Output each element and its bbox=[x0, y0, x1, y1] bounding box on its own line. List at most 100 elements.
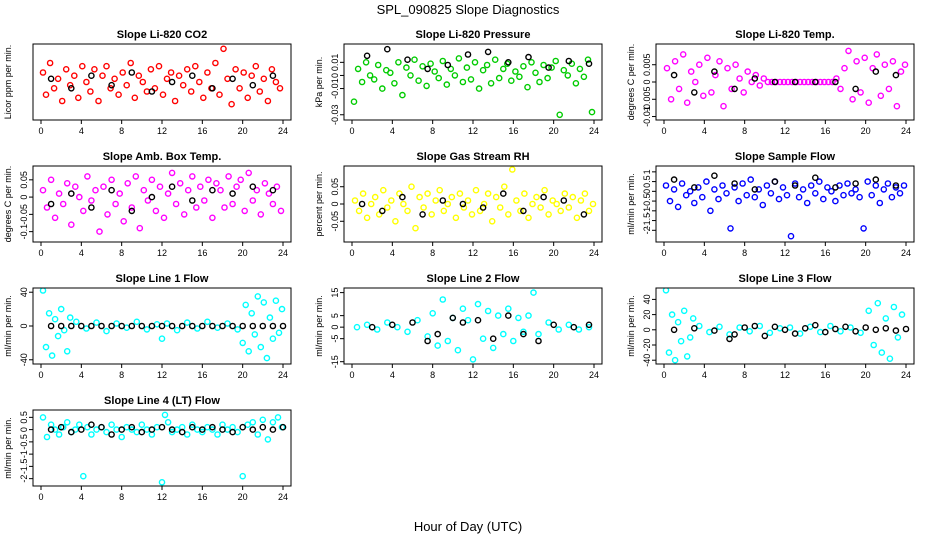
data-point bbox=[804, 78, 812, 86]
data-point bbox=[864, 178, 872, 185]
data-point bbox=[103, 428, 110, 436]
overlay-point bbox=[726, 335, 733, 343]
overlay-point bbox=[791, 182, 799, 189]
data-point bbox=[205, 176, 212, 184]
data-point bbox=[459, 305, 467, 313]
data-point bbox=[216, 91, 223, 98]
y-tick-label: -0.5 bbox=[642, 193, 652, 209]
data-point bbox=[699, 193, 706, 201]
x-tick-label: 4 bbox=[702, 248, 707, 258]
x-tick-label: 16 bbox=[820, 248, 830, 258]
panel-points bbox=[662, 288, 910, 364]
data-point bbox=[484, 307, 492, 315]
data-point bbox=[187, 88, 195, 95]
data-point bbox=[371, 193, 379, 201]
data-point bbox=[93, 319, 100, 326]
overlay-point bbox=[670, 176, 678, 183]
data-point bbox=[711, 186, 718, 193]
y-tick-label: -2 bbox=[642, 226, 652, 234]
x-tick-label: 4 bbox=[79, 126, 84, 136]
data-point bbox=[521, 190, 528, 197]
data-point bbox=[880, 186, 888, 193]
data-point bbox=[475, 85, 483, 92]
overlay-point bbox=[269, 322, 277, 330]
data-point bbox=[467, 76, 475, 83]
overlay-point bbox=[128, 69, 136, 76]
data-point bbox=[221, 204, 228, 211]
data-point bbox=[66, 81, 74, 89]
y-axis-label: ml/min per min. bbox=[314, 295, 324, 357]
data-point bbox=[704, 54, 711, 62]
data-point bbox=[183, 66, 191, 73]
data-point bbox=[112, 200, 119, 208]
y-tick-label: 0.5 bbox=[642, 175, 652, 188]
data-point bbox=[439, 296, 447, 303]
data-point bbox=[888, 193, 896, 201]
data-point bbox=[163, 320, 171, 327]
data-point bbox=[468, 211, 476, 218]
data-point bbox=[868, 191, 876, 199]
data-point bbox=[55, 431, 63, 438]
data-point bbox=[253, 186, 261, 194]
y-axis-label: ml/min per min. bbox=[3, 417, 13, 479]
x-tick-label: 8 bbox=[119, 248, 124, 258]
data-point bbox=[265, 190, 273, 197]
data-point bbox=[260, 299, 268, 306]
y-tick-label: 0 bbox=[642, 327, 652, 332]
data-point bbox=[367, 200, 375, 208]
y-tick-label: 0 bbox=[330, 73, 340, 78]
overlay-point bbox=[449, 314, 457, 322]
x-tick-label: 12 bbox=[468, 248, 478, 258]
overlay-point bbox=[832, 78, 839, 86]
overlay-point bbox=[138, 428, 146, 436]
data-point bbox=[552, 57, 560, 65]
overlay-point bbox=[812, 174, 819, 181]
x-tick-label: 4 bbox=[390, 248, 395, 258]
overlay-point bbox=[108, 81, 115, 89]
data-point bbox=[136, 224, 144, 232]
data-point bbox=[128, 204, 136, 211]
overlay-point bbox=[188, 197, 196, 204]
data-point bbox=[414, 316, 421, 324]
data-point bbox=[668, 311, 676, 318]
data-point bbox=[686, 187, 694, 195]
data-point bbox=[746, 327, 754, 335]
data-point bbox=[575, 326, 583, 333]
overlay-point bbox=[78, 322, 85, 330]
data-point bbox=[678, 180, 686, 187]
y-tick-label: 0 bbox=[330, 325, 340, 330]
data-point bbox=[234, 326, 241, 333]
data-point bbox=[766, 329, 774, 337]
data-point bbox=[138, 421, 146, 429]
data-point bbox=[252, 62, 260, 70]
data-point bbox=[588, 108, 596, 116]
x-tick-label: 24 bbox=[589, 370, 599, 380]
overlay-point bbox=[499, 190, 507, 197]
data-point bbox=[666, 197, 674, 205]
data-point bbox=[788, 78, 796, 86]
data-point bbox=[874, 299, 882, 307]
data-point bbox=[244, 94, 251, 102]
y-tick-label: -0.05 bbox=[19, 204, 29, 225]
data-point bbox=[827, 322, 834, 330]
x-tick-label: 20 bbox=[861, 370, 871, 380]
data-point bbox=[832, 197, 839, 205]
data-point bbox=[529, 200, 536, 208]
data-point bbox=[474, 300, 482, 308]
x-tick-label: 8 bbox=[742, 248, 747, 258]
data-point bbox=[452, 214, 460, 222]
data-point bbox=[416, 193, 423, 201]
data-point bbox=[549, 197, 557, 204]
data-point bbox=[240, 69, 247, 76]
figure-title: SPL_090825 Slope Diagnostics bbox=[377, 2, 560, 17]
x-tick-label: 24 bbox=[589, 126, 599, 136]
data-point bbox=[91, 66, 98, 73]
data-point bbox=[768, 78, 776, 86]
data-point bbox=[897, 68, 905, 75]
data-point bbox=[58, 97, 66, 105]
data-point bbox=[159, 91, 167, 98]
data-point bbox=[507, 77, 515, 84]
overlay-point bbox=[269, 72, 277, 79]
y-tick-label: 0 bbox=[642, 79, 652, 84]
data-point bbox=[524, 83, 531, 91]
